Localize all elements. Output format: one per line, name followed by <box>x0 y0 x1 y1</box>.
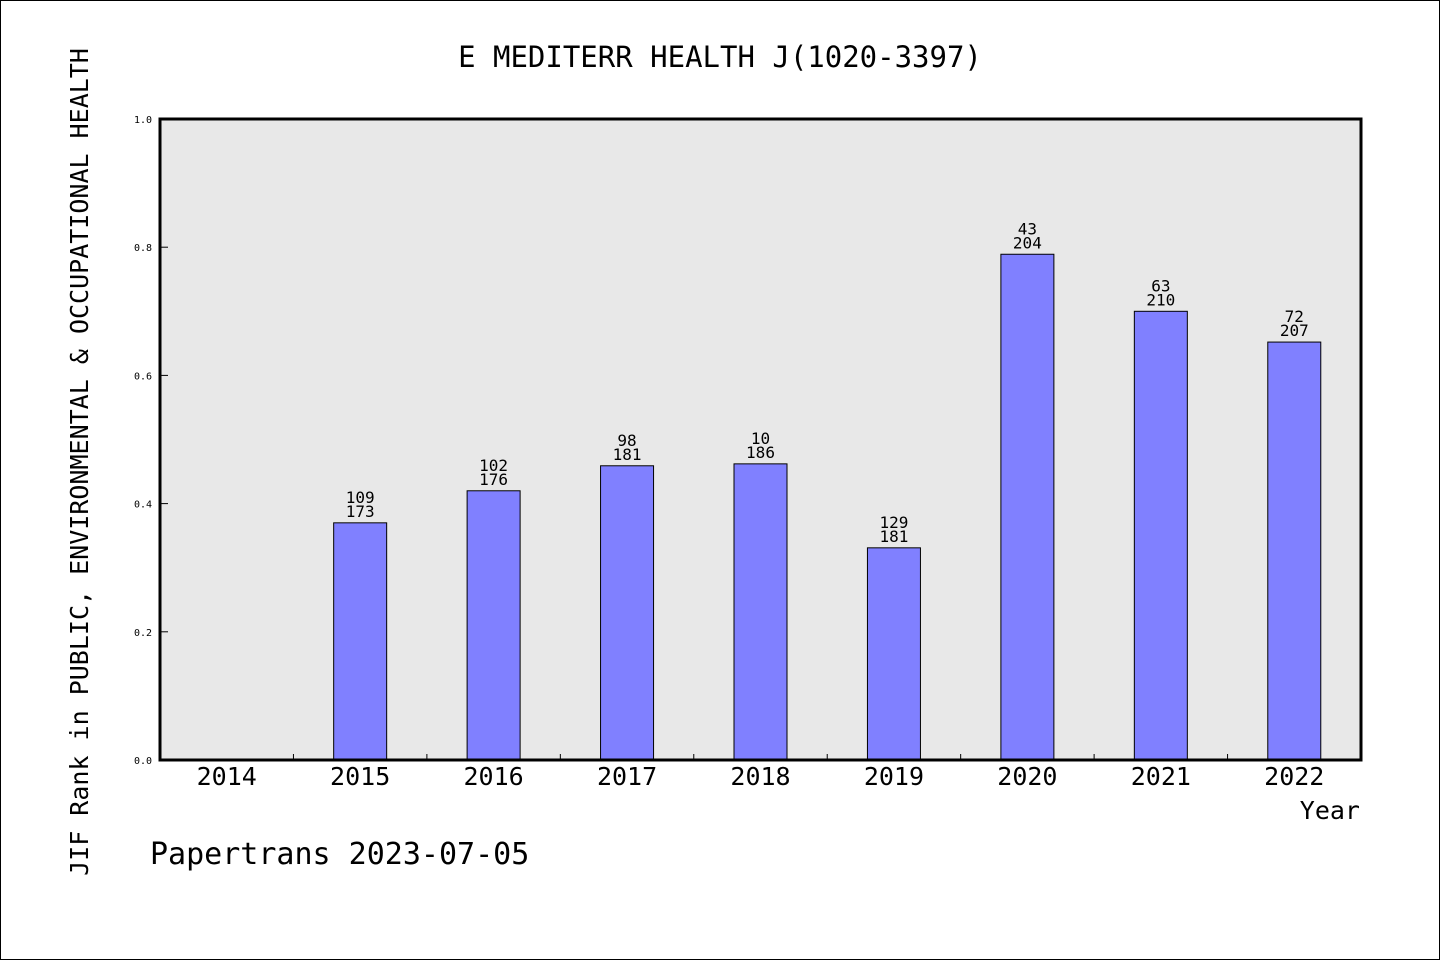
bar-2016 <box>466 490 521 761</box>
x-tick-label: 2017 <box>597 762 657 791</box>
x-tick-label: 2016 <box>464 762 524 791</box>
bar-total-label: 186 <box>746 443 775 462</box>
bar-total-label: 210 <box>1146 290 1175 309</box>
y-tick-label: 0.0 <box>134 756 152 767</box>
y-axis-label: JIF Rank in PUBLIC, ENVIRONMENTAL & OCCU… <box>65 48 94 876</box>
x-tick-label: 2015 <box>330 762 390 791</box>
bar-2022 <box>1267 341 1322 761</box>
x-tick-label: 2021 <box>1131 762 1191 791</box>
data-labels-layer: 1091731021769818110186129181432046321072… <box>346 219 1309 546</box>
bar-2021 <box>1133 310 1188 761</box>
x-tick-label: 2019 <box>864 762 924 791</box>
y-tick-label: 1.0 <box>134 115 152 126</box>
bar-2019 <box>866 547 921 761</box>
plot-frame <box>158 117 1363 762</box>
bar-rank-label: 98 <box>617 431 636 450</box>
y-tick-label: 0.2 <box>134 628 152 639</box>
bar-2020 <box>1000 253 1055 761</box>
bar-rank-label: 43 <box>1018 219 1037 238</box>
chart-title: E MEDITERR HEALTH J(1020-3397) <box>458 40 982 74</box>
bar-2017 <box>600 465 655 761</box>
x-tick-label: 2020 <box>997 762 1057 791</box>
bar-rank-label: 109 <box>346 488 375 507</box>
bar-rank-label: 63 <box>1151 276 1170 295</box>
bars-layer <box>333 253 1322 761</box>
y-tick-label: 0.8 <box>134 243 152 254</box>
bar-total-label: 173 <box>346 502 375 521</box>
bar-total-label: 207 <box>1280 321 1309 340</box>
bar-rank-label: 10 <box>751 429 770 448</box>
bar-rank-label: 102 <box>479 456 508 475</box>
bar-total-label: 204 <box>1013 233 1042 252</box>
bar-2018 <box>733 463 788 761</box>
bar-total-label: 181 <box>613 445 642 464</box>
x-tick-label: 2022 <box>1264 762 1324 791</box>
x-tick-label: 2018 <box>730 762 790 791</box>
y-tick-label: 0.4 <box>134 500 152 511</box>
x-tick-label: 2014 <box>197 762 257 791</box>
bar-total-label: 176 <box>479 470 508 489</box>
footer-credit: Papertrans 2023-07-05 <box>150 837 529 872</box>
bar-total-label: 181 <box>879 527 908 546</box>
x-axis-label: Year <box>1300 796 1360 825</box>
bar-rank-label: 72 <box>1285 307 1304 326</box>
x-axis: 2014 2015 2016 2017 2018 2019 2020 2021 2022 <box>197 754 1324 791</box>
bar-2015 <box>333 522 388 761</box>
y-tick-label: 0.6 <box>134 371 152 382</box>
bar-rank-label: 129 <box>879 513 908 532</box>
